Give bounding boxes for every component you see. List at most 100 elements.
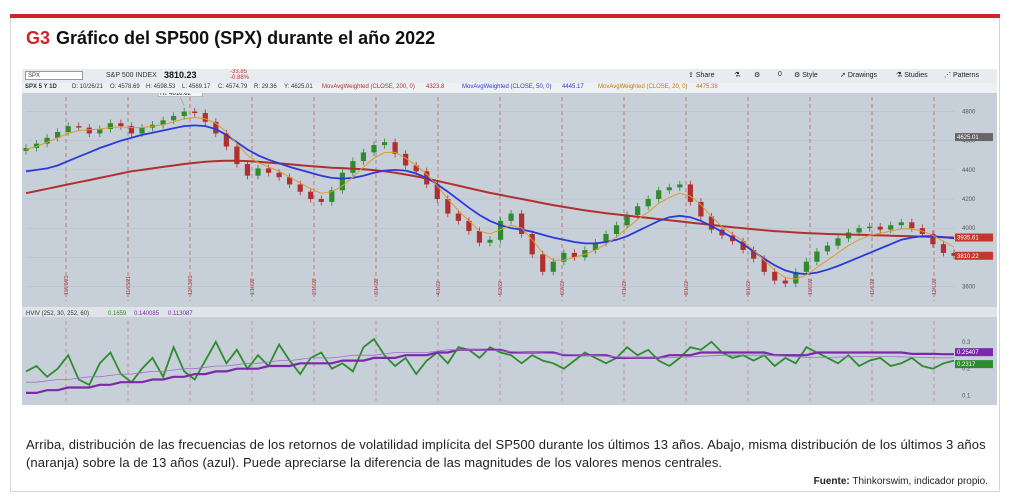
candle-body [55, 131, 61, 138]
info-date: D: 10/26/21 [72, 84, 104, 90]
y-tick-label: 4000 [962, 226, 976, 232]
candle-body [645, 199, 651, 207]
candle-body [192, 111, 198, 114]
price-badge-bg [955, 251, 993, 260]
x-tick-label: 7/1/22 [622, 281, 628, 295]
candle-body [44, 137, 50, 144]
last-price: 3810.23 [164, 70, 197, 80]
hviv-badge: 0.2317 [957, 362, 976, 368]
candle-body [65, 126, 71, 132]
candle-body [761, 258, 767, 272]
flask-icon[interactable]: ⚗ [734, 72, 741, 79]
figure-title: G3 Gráfico del SP500 (SPX) durante el año… [26, 28, 435, 49]
candle-body [381, 142, 388, 146]
hi-label: Hi: 4818.62 [160, 93, 191, 97]
candle-body [318, 199, 324, 202]
candle-body [86, 127, 92, 134]
candle-body [740, 241, 746, 250]
candle-body [803, 261, 809, 272]
share-label: Share [695, 72, 715, 79]
x-tick-label: 6/2/22 [560, 281, 566, 295]
y-tick-label: 4800 [962, 110, 976, 116]
candle-body [297, 184, 303, 192]
candle-body [234, 146, 240, 165]
candle-body [582, 250, 588, 258]
candle-body [371, 145, 377, 153]
candle-body [666, 187, 672, 191]
drawings-button[interactable]: ➚ Drawings [840, 71, 877, 79]
hviv-y-tick-label: 0.3 [962, 340, 971, 346]
candle-body [635, 206, 641, 216]
candle-body [139, 127, 145, 134]
hviv-value-3: 0.113087 [168, 311, 193, 317]
price-badge: 3935.61 [957, 236, 979, 242]
candle-body [540, 254, 546, 272]
chart-toolbar: SPX S&P 500 INDEX 3810.23 -33.85 -0.88% … [22, 69, 997, 84]
share-button[interactable]: ⇪ Share [688, 71, 715, 79]
info-y: Y: 4625.01 [284, 84, 313, 90]
candle-body [265, 168, 272, 173]
patterns-label: Patterns [952, 72, 980, 79]
candle-body [128, 126, 135, 134]
study-ma50-label: MovAvgWeighted (CLOSE, 50, 0) [462, 84, 552, 90]
ma200-line [25, 159, 955, 239]
candle-body [898, 222, 904, 226]
price-badge: 4625.01 [957, 135, 979, 141]
candle-body [255, 168, 261, 176]
candle-body [592, 242, 599, 250]
candle-body [107, 123, 113, 130]
period-label[interactable]: SPX 5 Y 1D [25, 84, 57, 90]
candle-body [118, 123, 124, 127]
candle-body [909, 222, 915, 229]
candle-body [550, 261, 556, 272]
style-button[interactable]: ⚙ Style [794, 71, 818, 79]
candle-body [329, 190, 335, 202]
candle-body [33, 143, 40, 148]
candle-body [287, 177, 293, 185]
candle-body [624, 215, 630, 226]
candle-body [571, 252, 577, 258]
candle-body [76, 126, 82, 128]
symbol-input[interactable]: SPX [25, 71, 83, 80]
price-badge-bg [955, 133, 993, 142]
x-tick-label: 11/15/21 [126, 276, 132, 295]
candle-body [434, 184, 440, 199]
candle-body [181, 111, 187, 116]
candle-body [171, 115, 177, 121]
patterns-button[interactable]: ⋰ Patterns [944, 71, 979, 79]
candle-body [613, 225, 620, 234]
study-ma20-label: MovAvgWeighted (CLOSE, 20, 0) [598, 84, 688, 90]
candle-body [339, 172, 345, 191]
candle-body [392, 142, 398, 154]
candle-body [487, 239, 493, 243]
study-ma50-value: 4445.17 [562, 84, 584, 90]
candle-body [403, 153, 409, 166]
hviv-y-tick-label: 0.2 [962, 367, 971, 373]
candle-body [656, 190, 662, 199]
hviv-green-line [25, 337, 955, 387]
zero-counter[interactable]: 0 [778, 71, 782, 78]
study-ma20-value: 4475.38 [696, 84, 718, 90]
price-badge-bg [955, 233, 993, 242]
hviv-value-2: 0.140085 [134, 311, 160, 317]
hviv-label: HVIV (252, 30, 252, 60) [26, 311, 89, 317]
candle-body [888, 225, 894, 230]
candle-body [698, 201, 704, 217]
candle-body [867, 226, 873, 229]
studies-button[interactable]: ⚗ Studies [896, 71, 928, 79]
candle-body [751, 250, 757, 259]
gear-icon[interactable]: ⚙ [754, 72, 761, 79]
x-tick-label: 5/2/22 [498, 281, 504, 295]
hi-label-pointer [179, 96, 185, 106]
ma50-line [25, 124, 955, 275]
source-label: Fuente: [813, 476, 850, 487]
figure-caption: Arriba, distribución de las frecuencias … [26, 437, 986, 470]
info-range: R: 29.36 [254, 84, 277, 90]
studies-label: Studies [904, 72, 928, 79]
hviv-value-1: 0.1659 [108, 311, 127, 317]
candle-body [160, 120, 166, 125]
hi-label-box [157, 93, 203, 97]
patterns-icon: ⋰ [944, 72, 951, 79]
study-ma200-value: 4323.8 [426, 84, 445, 90]
studies-icon: ⚗ [896, 72, 903, 79]
